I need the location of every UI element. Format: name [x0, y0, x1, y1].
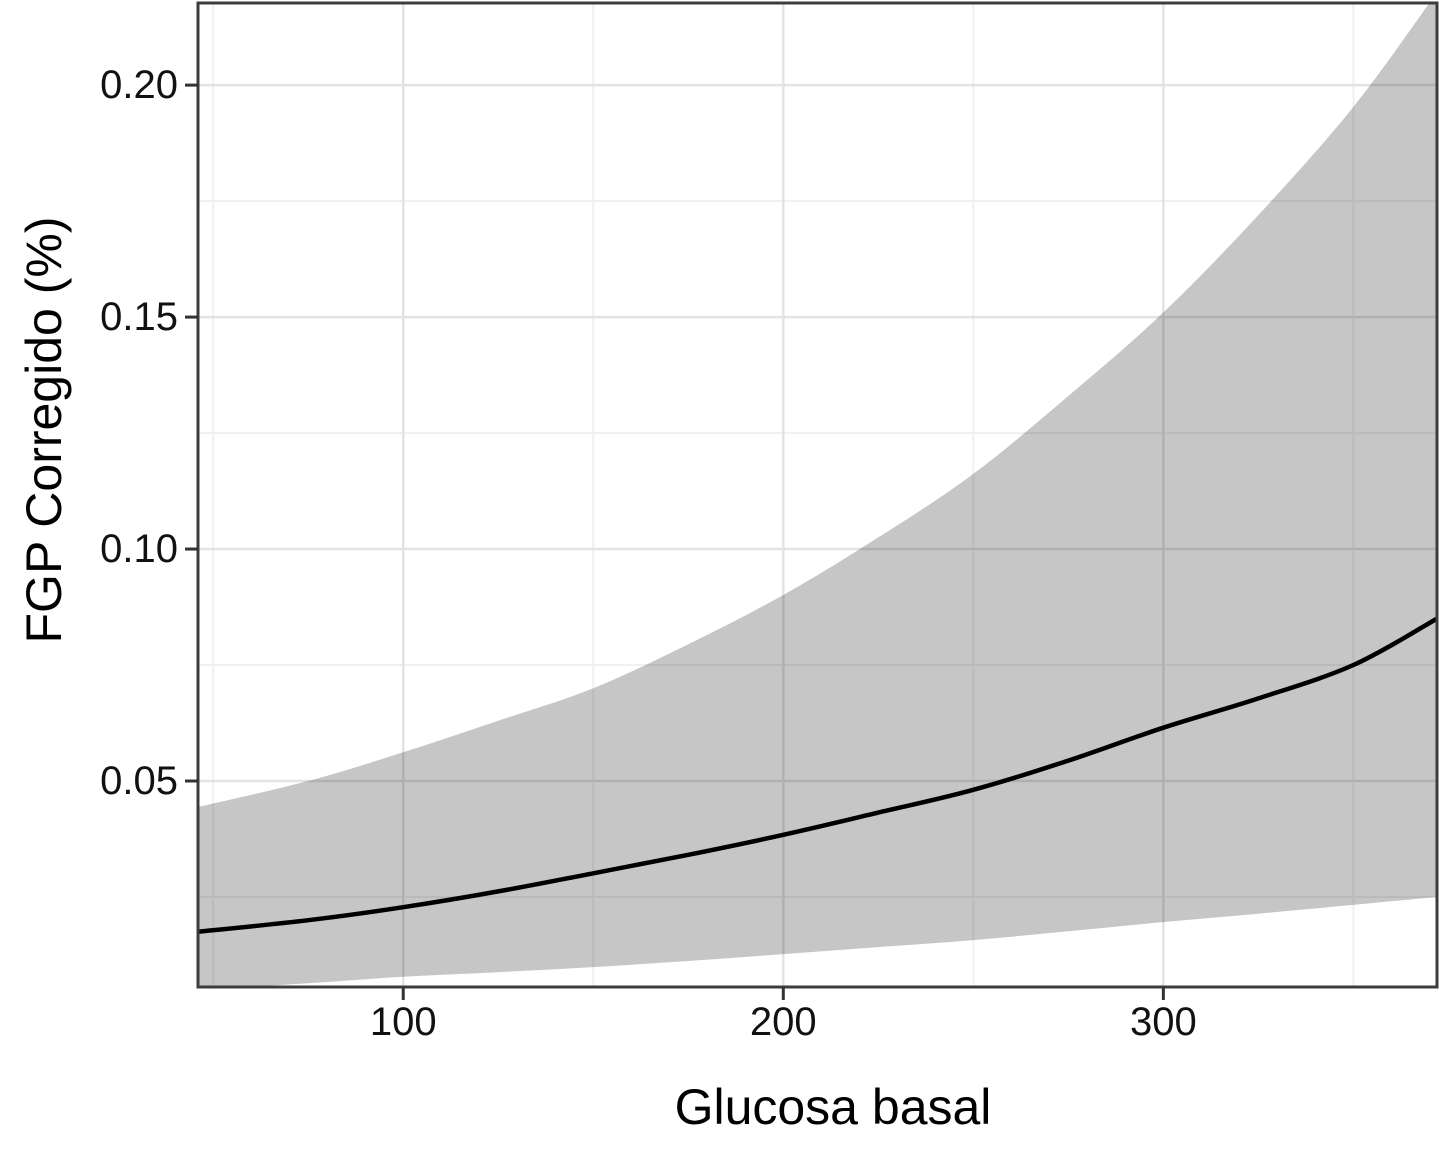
- x-tick-label: 100: [369, 1000, 437, 1044]
- y-tick-label: 0.05: [100, 759, 178, 803]
- x-tick-label: 200: [749, 1000, 817, 1044]
- x-tick-label: 300: [1129, 1000, 1197, 1044]
- y-tick-label: 0.15: [100, 295, 178, 340]
- plot-panel: [198, 3, 1437, 987]
- x-axis-title: Glucosa basal: [674, 1079, 992, 1135]
- y-axis-title: FGP Corregido (%): [16, 216, 72, 644]
- y-tick-label: 0.10: [100, 527, 178, 572]
- fit-line: [198, 616, 1437, 935]
- panel-border: [196, 1, 1439, 989]
- y-tick-label: 0.20: [100, 63, 178, 108]
